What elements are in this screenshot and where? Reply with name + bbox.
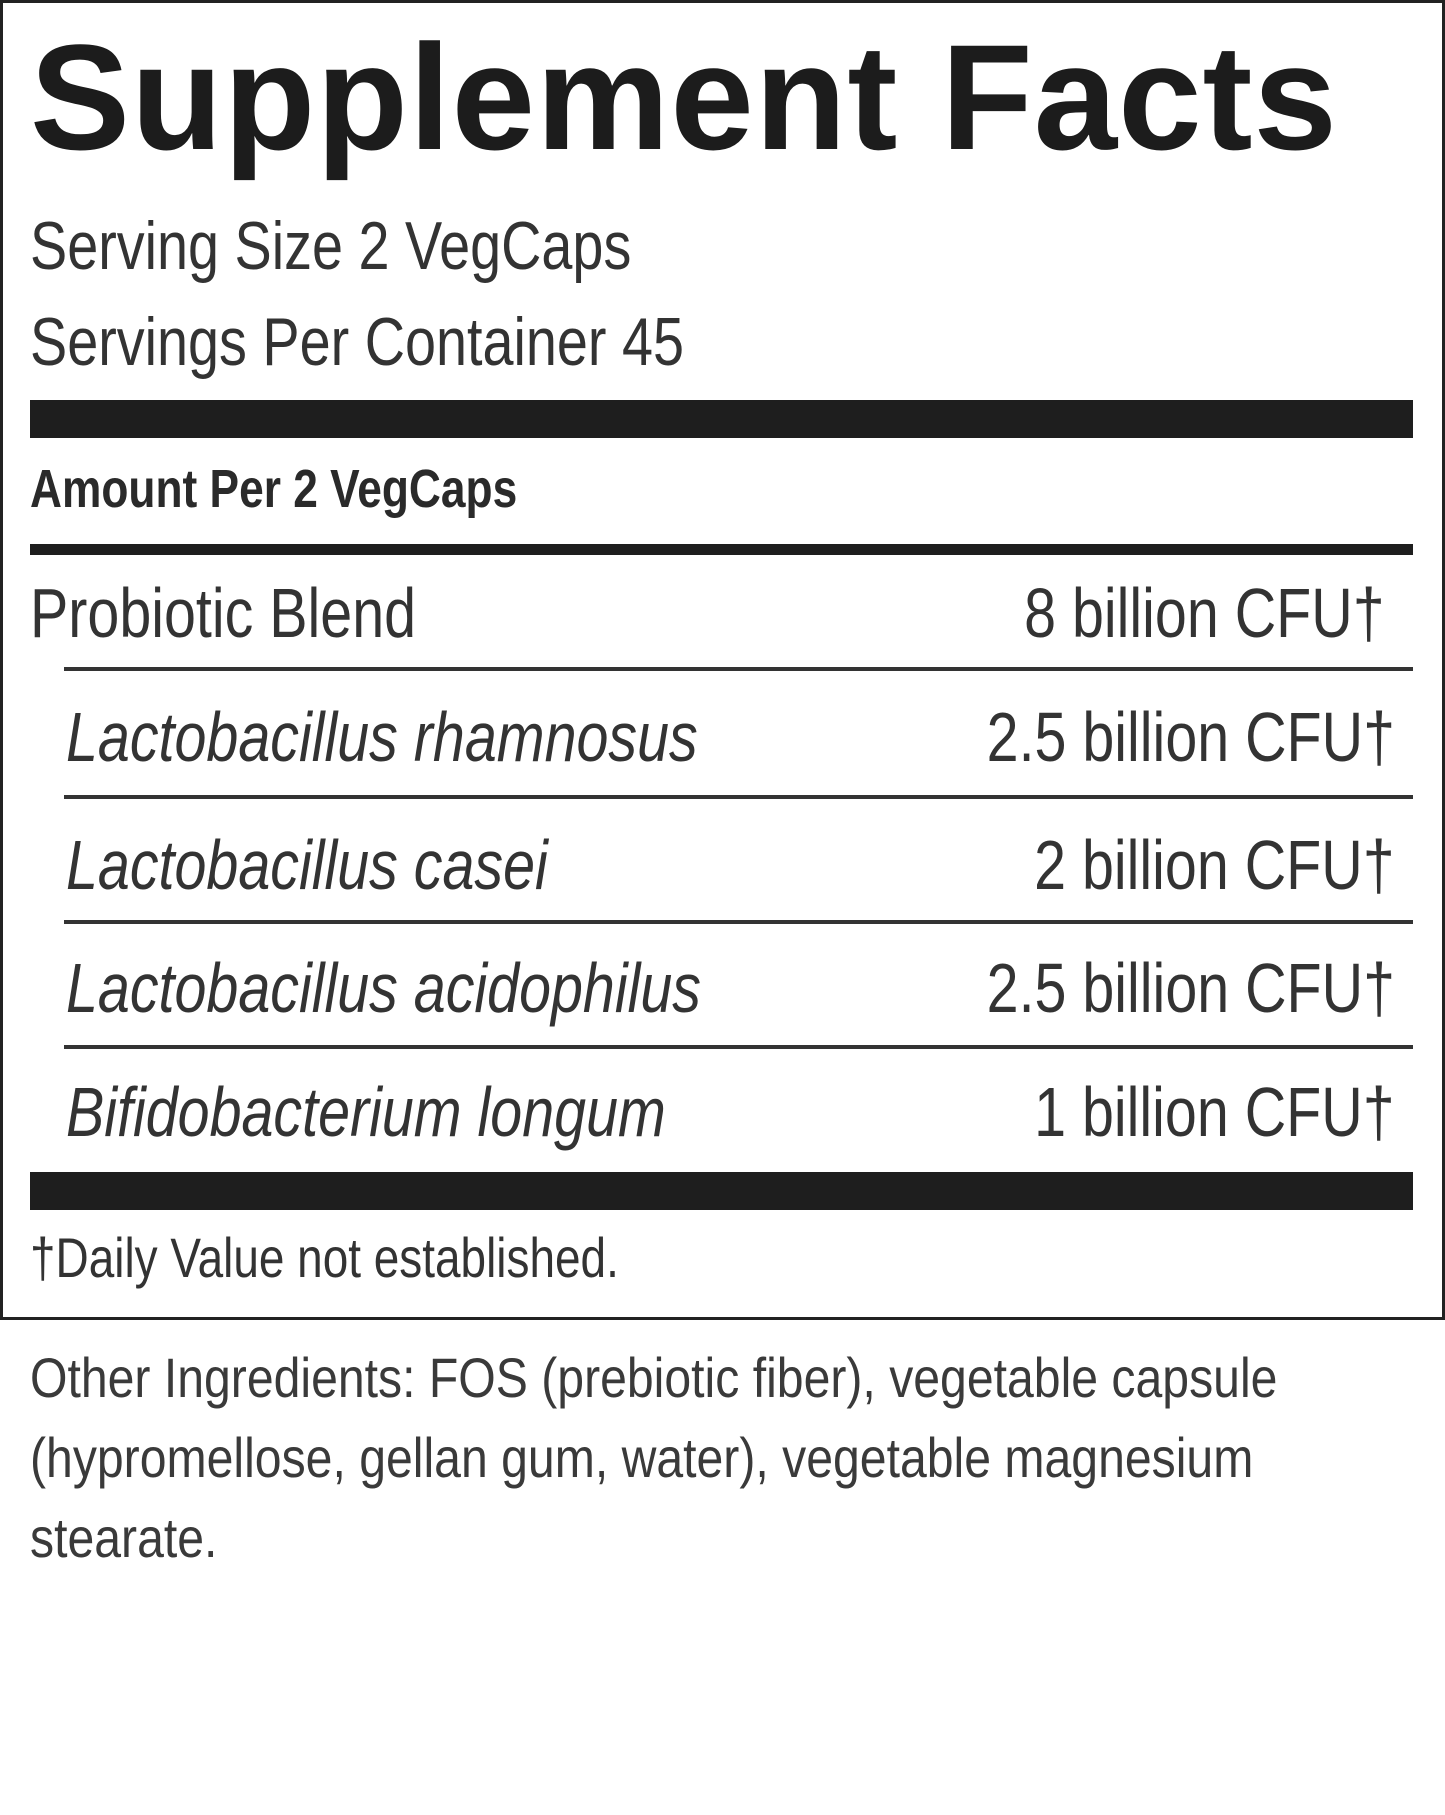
ingredient-label: Lactobacillus acidophilus <box>66 949 701 1027</box>
thick-divider <box>30 400 1413 438</box>
supplement-facts-panel <box>0 0 1445 1320</box>
ingredient-label: Lactobacillus rhamnosus <box>66 698 698 776</box>
ingredient-value: 2 billion CFU† <box>1034 826 1395 904</box>
medium-divider <box>30 544 1413 555</box>
ingredient-label: Bifidobacterium longum <box>66 1073 666 1151</box>
amount-per-serving: Amount Per 2 VegCaps <box>30 459 518 519</box>
row-divider <box>64 920 1413 924</box>
blend-label: Probiotic Blend <box>30 574 417 652</box>
panel-title: Supplement Facts <box>30 13 1338 181</box>
blend-value: 8 billion CFU† <box>1024 574 1385 652</box>
ingredient-label: Lactobacillus casei <box>66 826 548 904</box>
servings-per-container: Servings Per Container 45 <box>30 304 684 380</box>
row-divider <box>64 795 1413 799</box>
ingredient-value: 2.5 billion CFU† <box>986 949 1395 1027</box>
other-ingredients: Other Ingredients: FOS (prebiotic fiber)… <box>30 1346 1278 1569</box>
ingredient-value: 2.5 billion CFU† <box>986 698 1395 776</box>
thick-divider <box>30 1172 1413 1210</box>
row-divider <box>64 667 1413 671</box>
ingredient-value: 1 billion CFU† <box>1034 1073 1395 1151</box>
row-divider <box>64 1045 1413 1049</box>
serving-size: Serving Size 2 VegCaps <box>30 208 632 284</box>
footnote: †Daily Value not established. <box>30 1226 619 1289</box>
